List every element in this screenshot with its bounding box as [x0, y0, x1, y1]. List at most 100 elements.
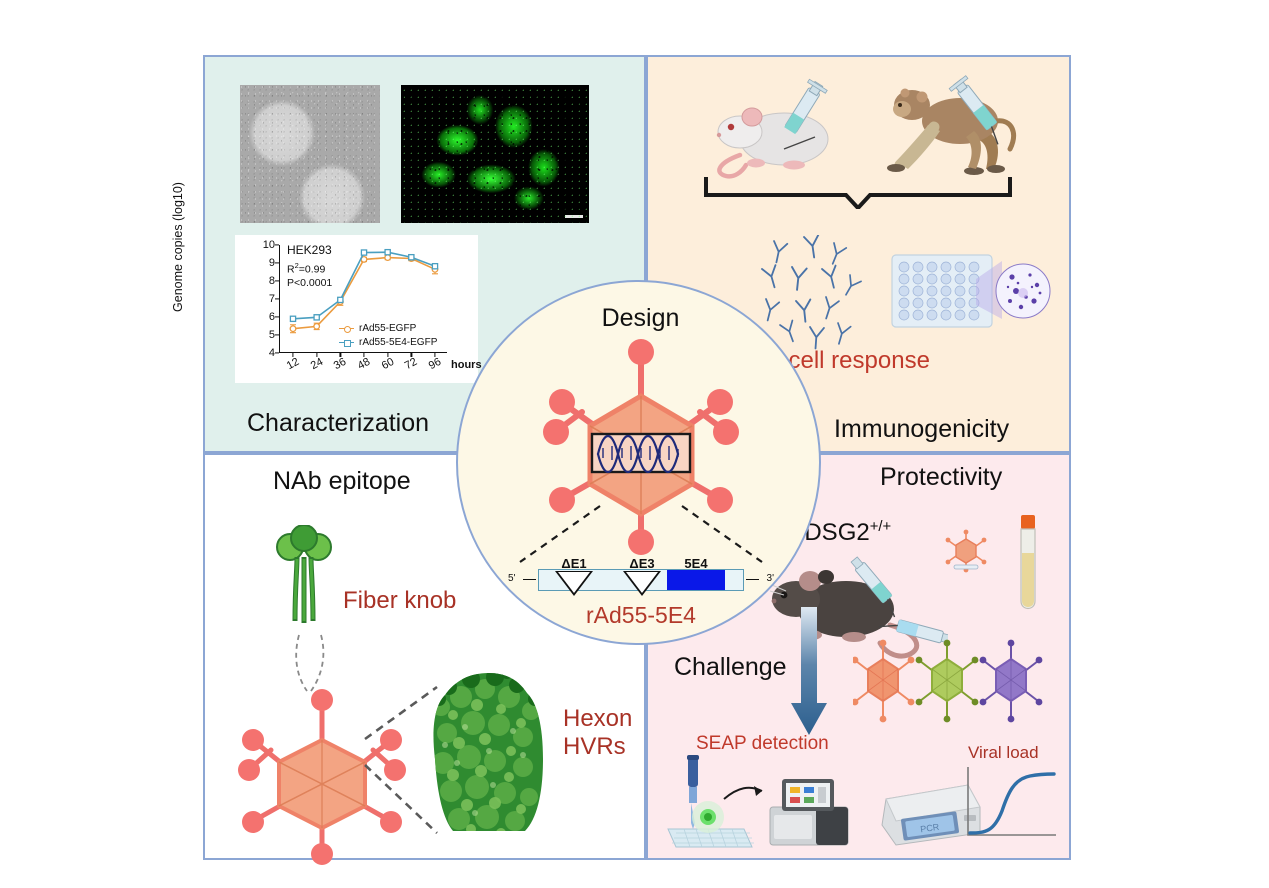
pcr-screen-text: PCR [920, 822, 941, 835]
growth-curve-chart: Genome copies (log10) HEK293 R2=0.99 P<0… [171, 182, 482, 383]
genome-map: 5' ΔE1 ΔE3 5E4 3' rAd55-5E4 [508, 556, 774, 628]
legend-marker-circle-icon [339, 324, 354, 333]
chart-x-tick-mark [363, 353, 365, 357]
monkey-injection-illustration [878, 69, 1028, 187]
pcr-machine-illustration: PCR [876, 771, 986, 849]
challenge-label: Challenge [674, 653, 787, 681]
design-title: Design [601, 304, 680, 332]
chart-x-axis-unit: hours [451, 359, 482, 371]
hexon-label-line2: HVRs [563, 733, 626, 761]
elispot-plate-icon [890, 249, 1052, 335]
adenovirus-capsid-icon [233, 680, 411, 865]
chart-title: HEK293 [287, 243, 332, 257]
chart-data-point [289, 325, 297, 333]
chart-y-tick-label: 7 [268, 293, 275, 305]
viral-load-label: Viral load [968, 743, 1039, 762]
chart-x-tick-mark [316, 353, 318, 357]
seap-detection-illustration [666, 755, 866, 851]
challenge-arrow-icon [789, 607, 829, 737]
electron-micrograph-image [240, 85, 380, 223]
challenge-viruses-icon [851, 633, 1043, 729]
panel-label-nab-epitope: NAb epitope [273, 467, 411, 495]
panel-label-characterization: Characterization [247, 409, 430, 437]
panel-label-immunogenicity: Immunogenicity [834, 415, 1010, 443]
chart-data-point [313, 314, 320, 321]
chart-x-tick-mark [339, 353, 341, 357]
chart-y-tick-label: 6 [268, 311, 275, 323]
vaccine-virus-icon [944, 529, 988, 573]
legend-marker-square-icon [339, 338, 354, 347]
five-prime-tick [523, 579, 536, 581]
label-delta-e1: ΔE1 [561, 556, 587, 571]
hexon-label-line1: Hexon [563, 705, 633, 732]
label-5e4: 5E4 [684, 556, 708, 571]
label-delta-e3: ΔE3 [629, 556, 655, 571]
three-prime-label: 3' [766, 573, 774, 584]
legend-item-rad55-egfp: rAd55-EGFP [339, 323, 416, 334]
chart-x-tick-label: 24 [308, 355, 325, 373]
chart-y-tick-label: 4 [268, 347, 275, 359]
chart-annotations: R2=0.99 P<0.0001 [287, 261, 332, 290]
chart-x-tick-label: 60 [379, 355, 396, 373]
panel-characterization: Genome copies (log10) HEK293 R2=0.99 P<0… [171, 55, 646, 453]
chart-x-tick-label: 96 [426, 355, 444, 373]
insert-5e4-region [667, 570, 725, 590]
chart-data-point [431, 262, 439, 270]
chart-data-point [384, 254, 392, 262]
chart-x-tick-mark [292, 353, 294, 357]
construct-name-label: rAd55-5E4 [586, 602, 696, 628]
y-axis-line [279, 245, 281, 353]
chart-y-tick-label: 9 [268, 257, 275, 269]
mouse-injection-illustration [706, 77, 856, 182]
antibody-cluster-icon [760, 234, 880, 353]
five-prime-label: 5' [508, 573, 516, 584]
graphical-abstract: Genome copies (log10) HEK293 R2=0.99 P<0… [171, 55, 1071, 865]
chart-y-tick-mark [275, 298, 279, 300]
chart-data-point [408, 253, 415, 261]
legend-label: rAd55-5E4-EGFP [359, 337, 438, 348]
grouping-brace-icon [703, 175, 1013, 211]
three-prime-tick [746, 579, 759, 581]
fiber-knob-label: Fiber knob [343, 587, 457, 614]
x-axis-line [279, 351, 447, 353]
design-adenovirus-icon [530, 330, 752, 556]
hexon-connector-lines [364, 685, 438, 834]
chart-y-axis-label: Genome copies (log10) [171, 182, 185, 312]
chart-data-point [337, 296, 344, 304]
chart-y-tick-mark [275, 280, 279, 282]
legend-label: rAd55-EGFP [359, 323, 417, 334]
egfp-fluorescence-image [401, 85, 589, 223]
scale-bar [565, 215, 583, 218]
chart-y-tick-label: 10 [262, 239, 275, 251]
panel-label-protectivity: Protectivity [880, 463, 1003, 491]
chart-series-layer [289, 248, 439, 334]
chart-y-tick-mark [275, 262, 279, 264]
chart-plot-area: 4 5 6 7 8 9 10 12 24 36 48 60 72 96 [263, 239, 447, 372]
viral-load-chart [960, 763, 1060, 845]
chart-y-tick-label: 5 [268, 329, 275, 341]
hexon-structure-illustration [423, 667, 555, 839]
chart-y-tick-mark [275, 244, 279, 246]
chart-x-tick-mark [410, 353, 412, 357]
seap-detection-label: SEAP detection [696, 733, 829, 754]
hexon-hvrs-label: Hexon HVRs [563, 705, 632, 762]
chart-x-tick-mark [434, 353, 436, 357]
chart-y-tick-mark [275, 352, 279, 354]
fiber-knob-connector-lines [295, 634, 325, 692]
fiber-knob-illustration [273, 524, 335, 635]
annotation-p-value: P<0.0001 [287, 276, 333, 289]
chart-x-tick-label: 12 [284, 355, 302, 373]
deletion-e3-marker [623, 571, 661, 596]
genome-backbone: ΔE1 ΔE3 5E4 [538, 556, 744, 596]
chart-y-tick-mark [275, 334, 279, 336]
chart-x-tick-label: 36 [332, 355, 349, 373]
chart-data-point [289, 315, 297, 323]
blood-tube-icon [1016, 515, 1040, 619]
deletion-e1-marker [555, 571, 593, 596]
chart-y-tick-label: 8 [268, 275, 275, 287]
chart-data-point [313, 322, 321, 330]
chart-data-point [384, 248, 391, 256]
design-circle: Design [456, 280, 821, 645]
chart-x-tick-label: 72 [403, 355, 420, 373]
chart-x-tick-label: 48 [355, 355, 373, 373]
